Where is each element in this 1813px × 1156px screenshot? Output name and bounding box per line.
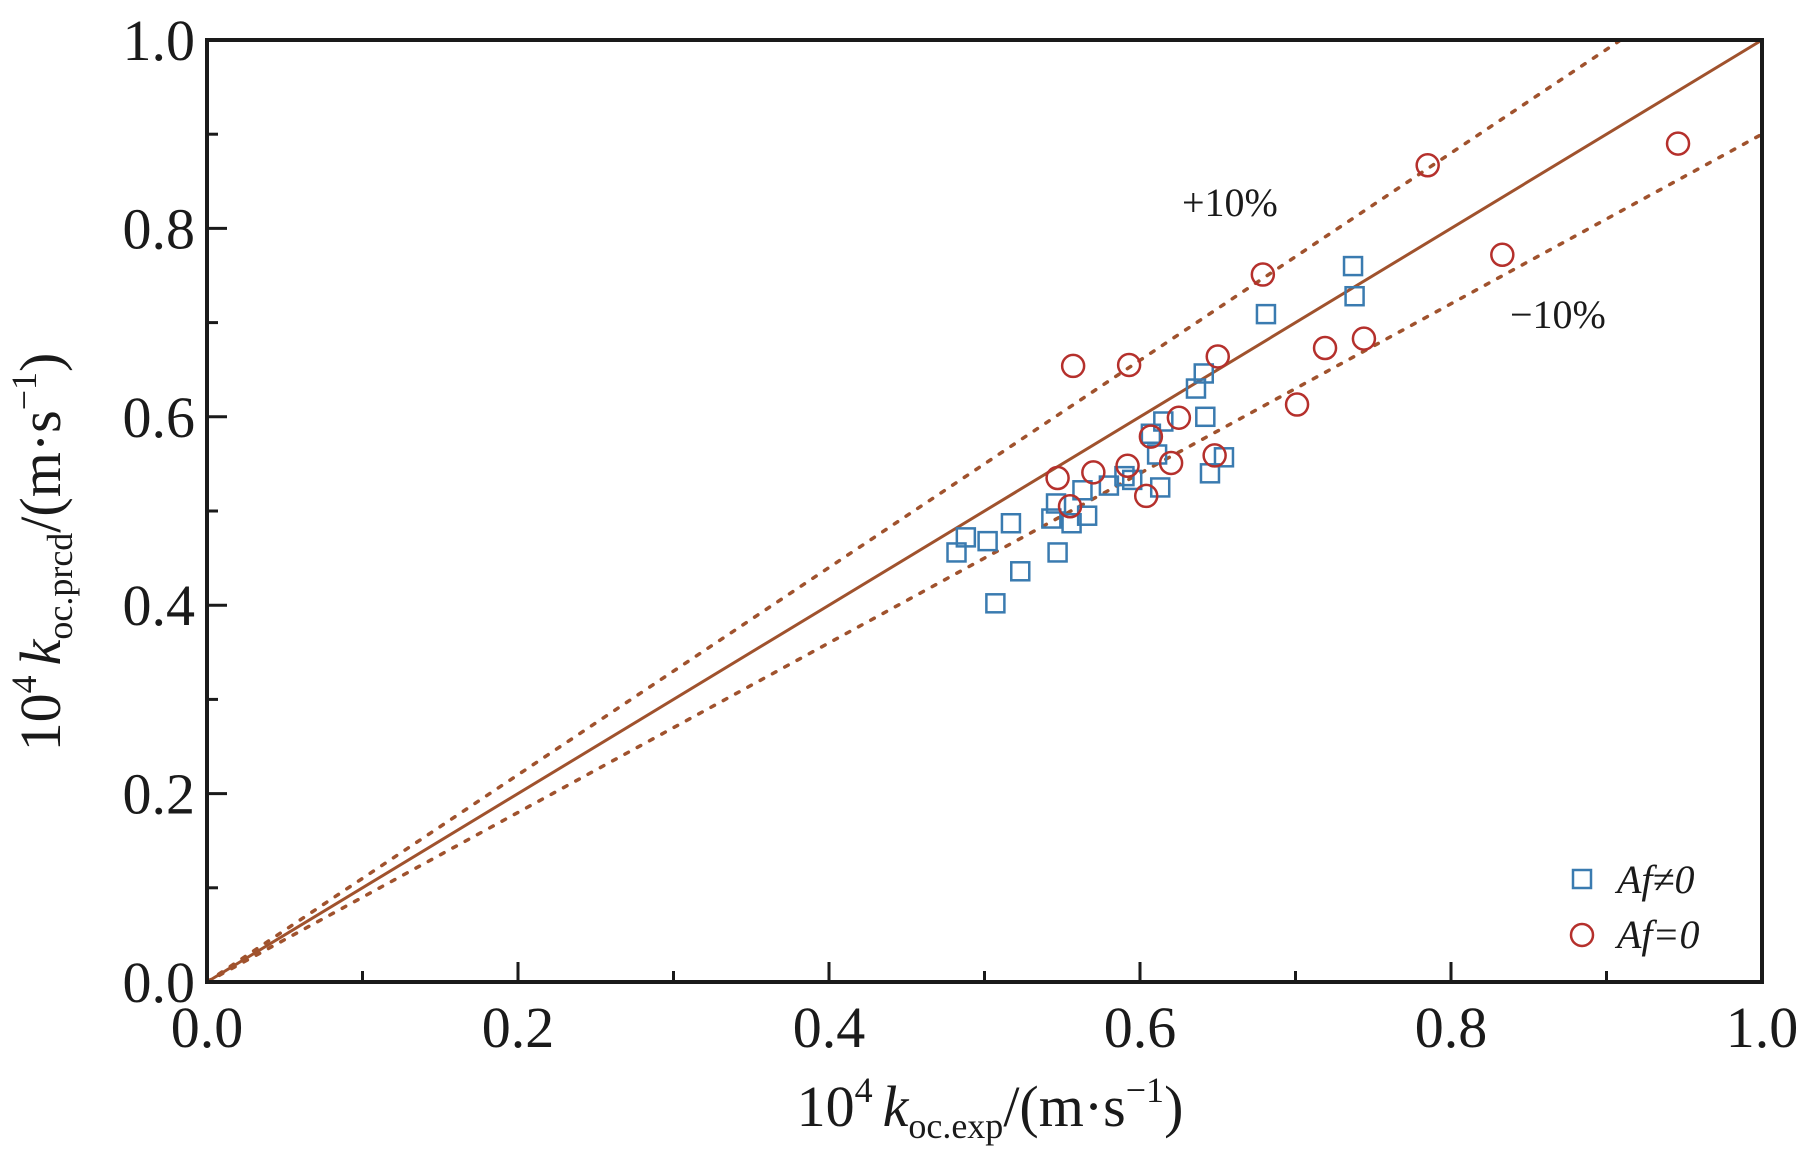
point-square [977, 530, 998, 552]
point-circle [1116, 352, 1142, 378]
reference-line-parity [206, 38, 1763, 984]
point-square [1061, 512, 1082, 534]
legend-label-af-zero: Af=0 [1614, 912, 1700, 957]
y-title-var: k [8, 638, 73, 665]
point-square [1076, 505, 1098, 526]
axis-ticks: 0.00.0 0.2 0.2 0.4 0.4 0.6 0.6 0.8 0.8 1.0 1.0 [123, 8, 1799, 1060]
point-square [1072, 480, 1093, 501]
point-circle [1045, 465, 1070, 491]
point-circle [1202, 443, 1227, 468]
point-circle [1284, 392, 1310, 417]
point-square [1195, 406, 1216, 428]
point-circle [1081, 460, 1106, 485]
point-square [985, 593, 1006, 614]
point-circle [1060, 353, 1086, 379]
y-title-unit: /(m·s [8, 410, 73, 532]
band-label-upper: +10% [1182, 180, 1278, 225]
x-tick-label: 0.0 [171, 995, 244, 1060]
point-circle [1057, 494, 1083, 519]
legend: Af≠0 Af=0 [1569, 857, 1700, 957]
x-title-unit: /(m·s [1003, 1074, 1125, 1139]
y-title-prefix: 10 [8, 693, 73, 751]
point-square [1255, 303, 1277, 325]
x-title-close: ) [1164, 1074, 1183, 1139]
y-tick-label: 1.0 [123, 8, 196, 73]
x-title-prefix: 10 [797, 1074, 855, 1139]
point-circle [1166, 405, 1192, 430]
legend-label-af-nonzero: Af≠0 [1614, 857, 1695, 902]
y-axis-title: 104 koc.prcd/(m·s−1) [4, 353, 80, 752]
point-square [1193, 363, 1215, 384]
point-square [1010, 561, 1031, 582]
legend-marker-circle [1569, 922, 1595, 948]
reference-lines [205, 38, 1764, 984]
point-circle [1133, 483, 1159, 509]
point-circle [1158, 450, 1184, 476]
reference-line-lower [205, 132, 1764, 984]
y-title-sub: oc.prcd [40, 533, 80, 640]
point-circle [1250, 262, 1276, 287]
x-tick-label: 0.2 [482, 995, 555, 1060]
x-tick-label: 0.6 [1104, 995, 1177, 1060]
x-tick-label: 1.0 [1726, 995, 1799, 1060]
y-tick-label: 0.4 [123, 573, 196, 638]
point-square [1121, 469, 1143, 491]
data-points [946, 131, 1691, 614]
point-circle [1138, 424, 1164, 449]
point-circle [1665, 131, 1691, 156]
y-tick-label: 0.8 [123, 196, 196, 261]
point-circle [1490, 242, 1515, 268]
x-tick-label: 0.8 [1415, 995, 1488, 1060]
y-title-sup: 4 [4, 675, 44, 693]
point-circle [1205, 344, 1230, 369]
x-axis-title: 104 koc.exp/(m·s−1) [797, 1070, 1184, 1146]
point-square [1342, 255, 1364, 277]
y-tick-label: 0.2 [123, 762, 196, 827]
point-circle [1415, 153, 1440, 178]
point-square [1041, 508, 1062, 529]
y-title-unit-sup: −1 [4, 372, 44, 410]
legend-marker-square [1571, 868, 1593, 890]
x-title-sub: oc.exp [908, 1106, 1003, 1146]
point-square [1153, 411, 1174, 432]
point-square [1344, 285, 1365, 307]
point-circle [1351, 326, 1377, 351]
point-square [1047, 542, 1068, 563]
y-title-close: ) [8, 353, 73, 372]
point-circle [1115, 453, 1140, 479]
point-circle [1312, 335, 1338, 361]
point-square [1000, 512, 1022, 534]
point-square [1045, 493, 1067, 514]
x-title-unit-sup: −1 [1126, 1070, 1164, 1110]
y-tick-label: 0.6 [123, 385, 196, 450]
x-title-var: k [883, 1074, 910, 1139]
x-tick-label: 0.4 [793, 995, 866, 1060]
y-tick-label: 0.0 [123, 950, 196, 1015]
point-square [955, 527, 977, 548]
band-label-lower: −10% [1510, 292, 1606, 337]
reference-line-upper [205, 38, 1623, 984]
x-title-sup: 4 [855, 1070, 873, 1110]
